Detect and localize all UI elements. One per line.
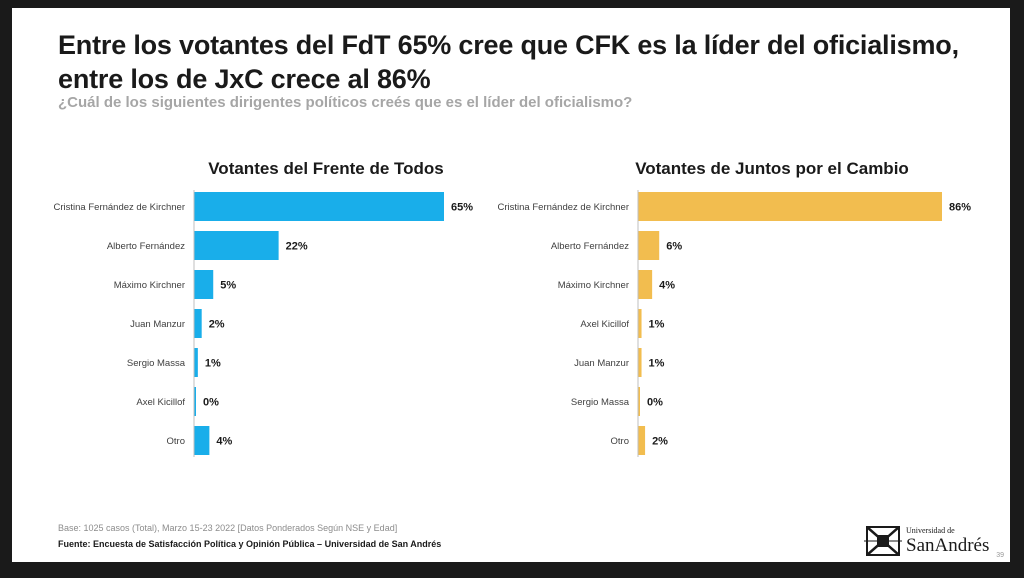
jxc-value-label: 1%	[649, 358, 665, 370]
jxc-category-label: Cristina Fernández de Kirchner	[498, 202, 629, 213]
fdt-category-label: Juan Manzur	[130, 319, 185, 330]
fdt-category-label: Sergio Massa	[127, 358, 186, 369]
bar-charts: Cristina Fernández de Kirchner 65% Alberto…	[54, 190, 971, 457]
fdt-bar	[194, 309, 202, 338]
jxc-bar	[638, 270, 653, 299]
jxc-value-label: 86%	[949, 202, 971, 214]
university-crest-icon	[864, 526, 902, 556]
fdt-value-label: 22%	[286, 241, 308, 253]
jxc-bar	[638, 387, 640, 416]
jxc-value-label: 0%	[647, 397, 663, 409]
logo-text-small: Universidad de	[906, 526, 955, 535]
jxc-value-label: 1%	[649, 319, 665, 331]
page-number: 39	[996, 552, 1004, 559]
base-note: Base: 1025 casos (Total), Marzo 15-23 20…	[58, 523, 398, 533]
jxc-value-label: 4%	[659, 280, 675, 292]
jxc-bar	[638, 348, 642, 377]
source-note: Fuente: Encuesta de Satisfacción Polític…	[58, 539, 442, 549]
jxc-category-label: Axel Kicillof	[580, 319, 629, 330]
title-line-2: entre los de JxC crece al 86%	[58, 64, 431, 94]
jxc-category-label: Alberto Fernández	[551, 241, 629, 252]
fdt-value-label: 5%	[220, 280, 236, 292]
fdt-category-label: Máximo Kirchner	[114, 280, 185, 291]
jxc-bar	[638, 426, 646, 455]
fdt-value-label: 65%	[451, 202, 473, 214]
title-line-1: Entre los votantes del FdT 65% cree que …	[58, 30, 959, 60]
slide-title: Entre los votantes del FdT 65% cree que …	[58, 28, 959, 96]
fdt-bar	[194, 270, 214, 299]
jxc-category-label: Sergio Massa	[571, 397, 630, 408]
logo-text-big: SanAndrés	[906, 535, 990, 556]
fdt-category-label: Alberto Fernández	[107, 241, 185, 252]
fdt-value-label: 4%	[216, 436, 232, 448]
fdt-bar	[194, 192, 444, 221]
slide: Entre los votantes del FdT 65% cree que …	[12, 8, 1010, 562]
fdt-category-label: Otro	[167, 436, 185, 447]
jxc-category-label: Otro	[611, 436, 629, 447]
jxc-bar	[638, 231, 660, 260]
jxc-bar	[638, 192, 942, 221]
slide-subtitle: ¿Cuál de los siguientes dirigentes polít…	[58, 94, 633, 111]
fdt-bar	[194, 231, 279, 260]
fdt-bar	[194, 426, 210, 455]
fdt-bar	[194, 387, 196, 416]
fdt-value-label: 0%	[203, 397, 219, 409]
jxc-value-label: 2%	[652, 436, 668, 448]
jxc-bar	[638, 309, 642, 338]
jxc-category-label: Máximo Kirchner	[558, 280, 629, 291]
fdt-category-label: Cristina Fernández de Kirchner	[54, 202, 185, 213]
chart-title-fdt: Votantes del Frente de Todos	[208, 159, 444, 178]
fdt-value-label: 1%	[205, 358, 221, 370]
fdt-bar	[194, 348, 198, 377]
chart-title-jxc: Votantes de Juntos por el Cambio	[635, 159, 909, 178]
jxc-category-label: Juan Manzur	[574, 358, 629, 369]
university-logo: Universidad de SanAndrés	[864, 524, 1004, 560]
fdt-category-label: Axel Kicillof	[136, 397, 185, 408]
jxc-value-label: 6%	[666, 241, 682, 253]
fdt-value-label: 2%	[209, 319, 225, 331]
